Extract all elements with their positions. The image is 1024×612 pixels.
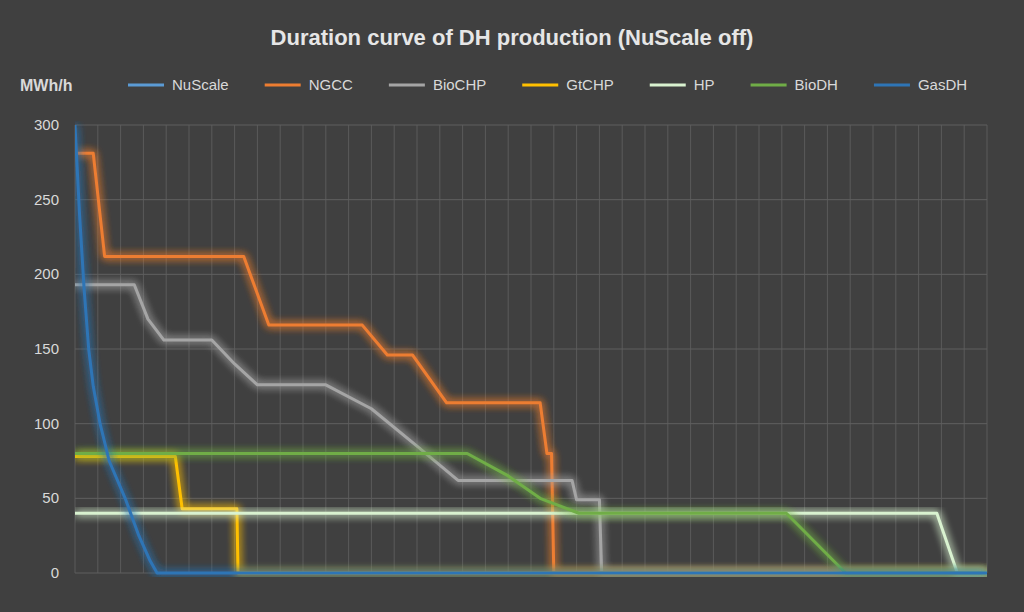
y-grid-line (75, 274, 987, 275)
series-line (75, 285, 987, 573)
y-tick-label: 300 (34, 116, 59, 133)
chart: Duration curve of DH production (NuScale… (0, 0, 1024, 612)
legend-label: BioCHP (433, 76, 486, 93)
legend-swatch (389, 84, 425, 87)
title: Duration curve of DH production (NuScale… (271, 25, 754, 50)
y-tick-label: 200 (34, 265, 59, 282)
y-tick-label: 250 (34, 191, 59, 208)
legend-label: NGCC (309, 76, 353, 93)
y-tick-label: 50 (42, 489, 59, 506)
legend-label: GasDH (918, 76, 967, 93)
series-line (75, 125, 987, 573)
legend-label: HP (694, 76, 715, 93)
series-line (75, 454, 987, 573)
y-grid-line (75, 498, 987, 499)
legend-swatch (522, 84, 558, 87)
legend-label: GtCHP (566, 76, 614, 93)
series-line (75, 153, 987, 573)
y-grid-line (75, 423, 987, 424)
series-line (75, 513, 987, 573)
y-tick-label: 150 (34, 340, 59, 357)
plot-lines (75, 125, 987, 573)
y-axis-label: MWh/h (20, 77, 72, 94)
series-line (75, 457, 987, 573)
legend-label: BioDH (795, 76, 838, 93)
legend-swatch (650, 84, 686, 87)
y-tick-label: 0 (51, 564, 59, 581)
legend-swatch (751, 84, 787, 87)
legend-swatch (128, 84, 164, 87)
legend-label: NuScale (172, 76, 229, 93)
legend-swatch (265, 84, 301, 87)
legend-swatch (874, 84, 910, 87)
y-grid-line (75, 125, 987, 126)
background (0, 0, 1024, 612)
y-grid-line (75, 349, 987, 350)
y-grid-line (75, 199, 987, 200)
y-tick-label: 100 (34, 415, 59, 432)
